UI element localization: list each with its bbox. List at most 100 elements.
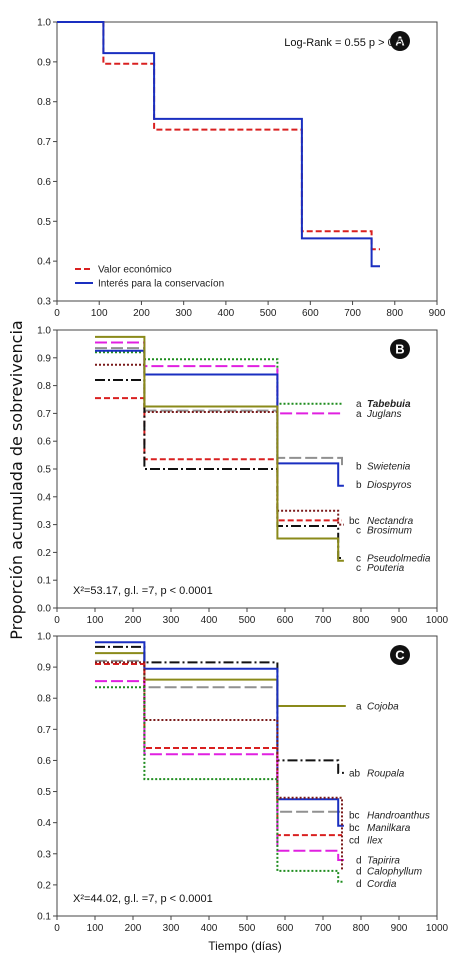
x-tick-label: 0 (54, 923, 60, 934)
y-tick-label: 0.5 (37, 217, 51, 228)
species-label: Brosimum (367, 526, 412, 537)
species-label: Juglans (366, 409, 401, 420)
species-label: Pouteria (367, 563, 405, 574)
y-tick-label: 0.4 (37, 492, 51, 503)
x-tick-label: 400 (201, 615, 218, 626)
x-tick-label: 900 (429, 308, 446, 319)
group-letter: a (356, 702, 362, 713)
panel-b: 0 100 200 300 400 500 600 700 800 900 1000 0.0 0.1 0.… (37, 326, 448, 627)
series-line-tapirira (95, 680, 344, 861)
species-label: Handroanthus (367, 810, 430, 821)
series-line-inter-s-para-la-conservac-on (57, 21, 380, 268)
panel-badge-letter: B (395, 342, 404, 357)
x-tick-label: 100 (87, 923, 104, 934)
panel-badge-letter: C (395, 648, 405, 663)
group-letter: d (356, 856, 362, 867)
series-line-nectandra (95, 397, 342, 522)
species-label: Cojoba (367, 702, 399, 713)
x-tick-label: 500 (239, 923, 256, 934)
x-tick-label: 100 (87, 615, 104, 626)
y-tick-label: 0.4 (37, 257, 51, 268)
series-line-cojoba (95, 652, 346, 707)
series-line-tabebuia (95, 351, 342, 405)
species-label: Diospyros (367, 480, 411, 491)
x-tick-label: 900 (391, 615, 408, 626)
y-tick-label: 0.0 (37, 604, 51, 615)
species-label: Pseudolmedia (367, 553, 431, 564)
species-label: Manilkara (367, 823, 411, 834)
x-tick-label: 1000 (426, 923, 449, 934)
y-tick-label: 0.6 (37, 177, 51, 188)
group-letter: a (356, 399, 362, 410)
y-tick-label: 1.0 (37, 326, 51, 337)
y-tick-label: 0.6 (37, 437, 51, 448)
series-line-juglans (95, 341, 342, 415)
y-tick-label: 0.8 (37, 381, 51, 392)
species-label: Nectandra (367, 516, 414, 527)
x-tick-label: 300 (163, 615, 180, 626)
legend-label: Interés para la conservacíon (98, 279, 224, 290)
y-tick-label: 0.2 (37, 880, 51, 891)
group-letter: a (356, 409, 362, 420)
species-label: Swietenia (367, 462, 411, 473)
x-tick-label: 300 (163, 923, 180, 934)
y-tick-label: 0.8 (37, 97, 51, 108)
series-line-pouteria (95, 335, 344, 562)
group-letter: bc (349, 823, 360, 834)
x-tick-label: 1000 (426, 615, 449, 626)
y-tick-label: 0.3 (37, 297, 51, 308)
series-line-handroanthus (95, 659, 342, 813)
y-tick-label: 0.3 (37, 849, 51, 860)
chart-panels: 0 100 200 300 400 500 600 700 800 900 0.3 0.4 0.5 0.6… (37, 18, 448, 935)
species-label: Ilex (367, 835, 384, 846)
stat-annotation: Log-Rank = 0.55 p > 0.57 (284, 37, 409, 49)
group-letter: b (356, 480, 362, 491)
group-letter: bc (349, 810, 360, 821)
y-tick-label: 0.7 (37, 137, 51, 148)
y-tick-label: 0.8 (37, 694, 51, 705)
x-tick-label: 200 (125, 923, 142, 934)
y-tick-label: 0.5 (37, 787, 51, 798)
x-tick-label: 900 (391, 923, 408, 934)
series-line-manilkara (95, 641, 344, 827)
x-tick-label: 600 (277, 923, 294, 934)
x-tick-label: 700 (344, 308, 361, 319)
x-tick-label: 100 (91, 308, 108, 319)
series-line-valor-econ-mico (57, 21, 380, 251)
series-line-calophyllum (95, 661, 343, 871)
y-tick-label: 0.1 (37, 576, 51, 587)
x-tick-label: 800 (353, 615, 370, 626)
panel-badge-letter: A (395, 34, 405, 49)
y-tick-label: 1.0 (37, 632, 51, 643)
species-label: Calophyllum (367, 866, 422, 877)
x-tick-label: 700 (315, 615, 332, 626)
group-letter: d (356, 866, 362, 877)
group-letter: c (356, 553, 361, 564)
group-letter: cd (349, 835, 360, 846)
group-letter: ab (349, 768, 361, 779)
x-tick-label: 500 (260, 308, 277, 319)
group-letter: c (356, 563, 361, 574)
panel-c: 0 100 200 300 400 500 600 700 800 900 1000 0.1 0.2 0.… (37, 632, 448, 935)
x-tick-label: 800 (353, 923, 370, 934)
x-tick-label: 600 (302, 308, 319, 319)
y-tick-label: 0.3 (37, 520, 51, 531)
x-tick-label: 500 (239, 615, 256, 626)
series-line-brosimum (95, 363, 344, 526)
y-tick-label: 0.9 (37, 57, 51, 68)
series-line-ilex (95, 663, 342, 837)
y-tick-label: 0.7 (37, 725, 51, 736)
plot-frame (56, 21, 438, 302)
group-letter: bc (349, 516, 360, 527)
y-tick-label: 0.9 (37, 353, 51, 364)
panel-badge (390, 31, 410, 51)
stat-annotation: X²=44.02, g.l. =7, p < 0.0001 (73, 893, 213, 905)
panel-badge (390, 339, 410, 359)
y-axis-label: Proporción acumulada de sobrevivencia (7, 320, 26, 639)
x-tick-label: 0 (54, 615, 60, 626)
panel-badge (390, 645, 410, 665)
x-tick-label: 600 (277, 615, 294, 626)
x-tick-label: 800 (386, 308, 403, 319)
x-tick-label: 400 (201, 923, 218, 934)
